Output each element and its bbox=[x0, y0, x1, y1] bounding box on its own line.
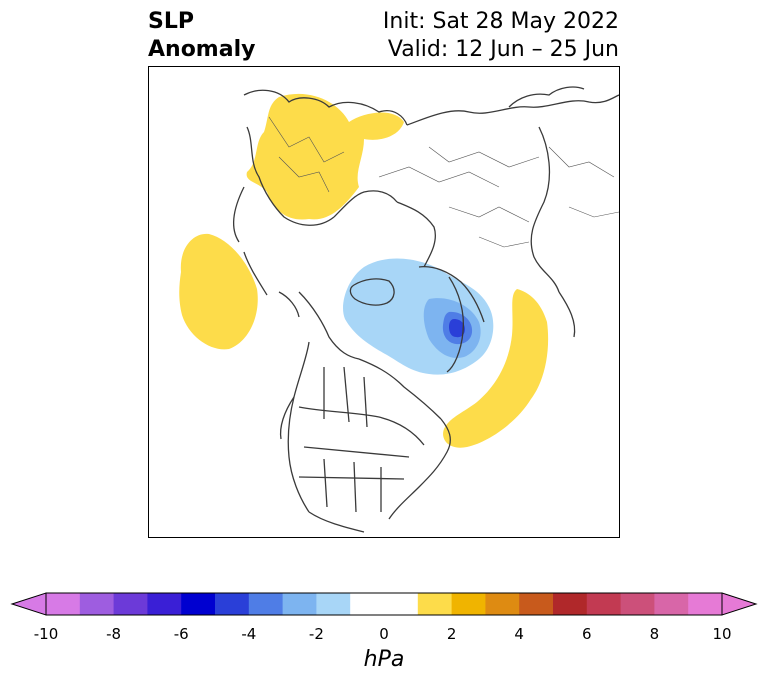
colorbar-tick-label: 10 bbox=[712, 625, 732, 643]
valid-range: Valid: 12 Jun – 25 Jun bbox=[387, 37, 619, 62]
colorbar-segment bbox=[553, 593, 588, 615]
country-borders bbox=[268, 116, 619, 248]
colorbar-tick-label: -4 bbox=[241, 625, 257, 643]
map-title: SLP Anomaly bbox=[148, 8, 255, 64]
colorbar-segment bbox=[417, 593, 453, 615]
colorbar-tick-label: -10 bbox=[33, 625, 59, 643]
colorbar-segment bbox=[248, 593, 284, 615]
anomaly-positive-atlantic bbox=[443, 289, 549, 448]
colorbar-tick-label: 4 bbox=[514, 625, 524, 643]
colorbar-tick-label: -8 bbox=[106, 625, 122, 643]
anomaly-fills bbox=[179, 93, 549, 448]
colorbar-segment bbox=[654, 593, 689, 615]
title-line-1: SLP bbox=[148, 9, 194, 34]
colorbar-segment bbox=[688, 593, 723, 615]
colorbar-segment bbox=[46, 593, 81, 615]
colorbar-segment bbox=[181, 593, 216, 615]
colorbar-segment bbox=[113, 593, 148, 615]
colorbar-tick-label: 8 bbox=[649, 625, 660, 643]
colorbar-tick-label: 2 bbox=[446, 625, 457, 643]
colorbar-unit: hPa bbox=[363, 647, 405, 672]
colorbar-tick-label: 6 bbox=[582, 625, 592, 643]
colorbar-segment bbox=[215, 593, 250, 615]
colorbar-segment bbox=[384, 593, 419, 615]
valid-period: Init: Sat 28 May 2022 Valid: 12 Jun – 25… bbox=[383, 8, 619, 64]
colorbar-extend-max bbox=[721, 592, 758, 616]
colorbar-tick-label: -2 bbox=[308, 625, 324, 643]
anomaly-positive-europe bbox=[246, 93, 404, 220]
colorbar-outline bbox=[45, 592, 723, 616]
colorbar-segment bbox=[316, 593, 351, 615]
colorbar-segment bbox=[282, 593, 317, 615]
colorbar-tick-label: -6 bbox=[173, 625, 189, 643]
map-canvas bbox=[179, 86, 619, 533]
colorbar-segment bbox=[586, 593, 622, 615]
map-panel bbox=[148, 66, 620, 538]
title-line-2: Anomaly bbox=[148, 37, 256, 62]
colorbar-segment bbox=[451, 593, 486, 615]
colorbar-segment bbox=[620, 593, 655, 615]
anomaly-positive-pacific bbox=[179, 233, 258, 350]
colorbar-tick-label: 0 bbox=[379, 625, 389, 643]
colorbar-segment bbox=[519, 593, 554, 615]
colorbar-segment bbox=[79, 593, 115, 615]
colorbar-segment bbox=[350, 593, 385, 615]
colorbar-segment bbox=[485, 593, 520, 615]
coastlines bbox=[232, 86, 619, 533]
colorbar bbox=[10, 592, 758, 616]
colorbar-extend-min bbox=[10, 592, 47, 616]
colorbar-segment bbox=[147, 593, 182, 615]
init-date: Init: Sat 28 May 2022 bbox=[382, 9, 619, 34]
